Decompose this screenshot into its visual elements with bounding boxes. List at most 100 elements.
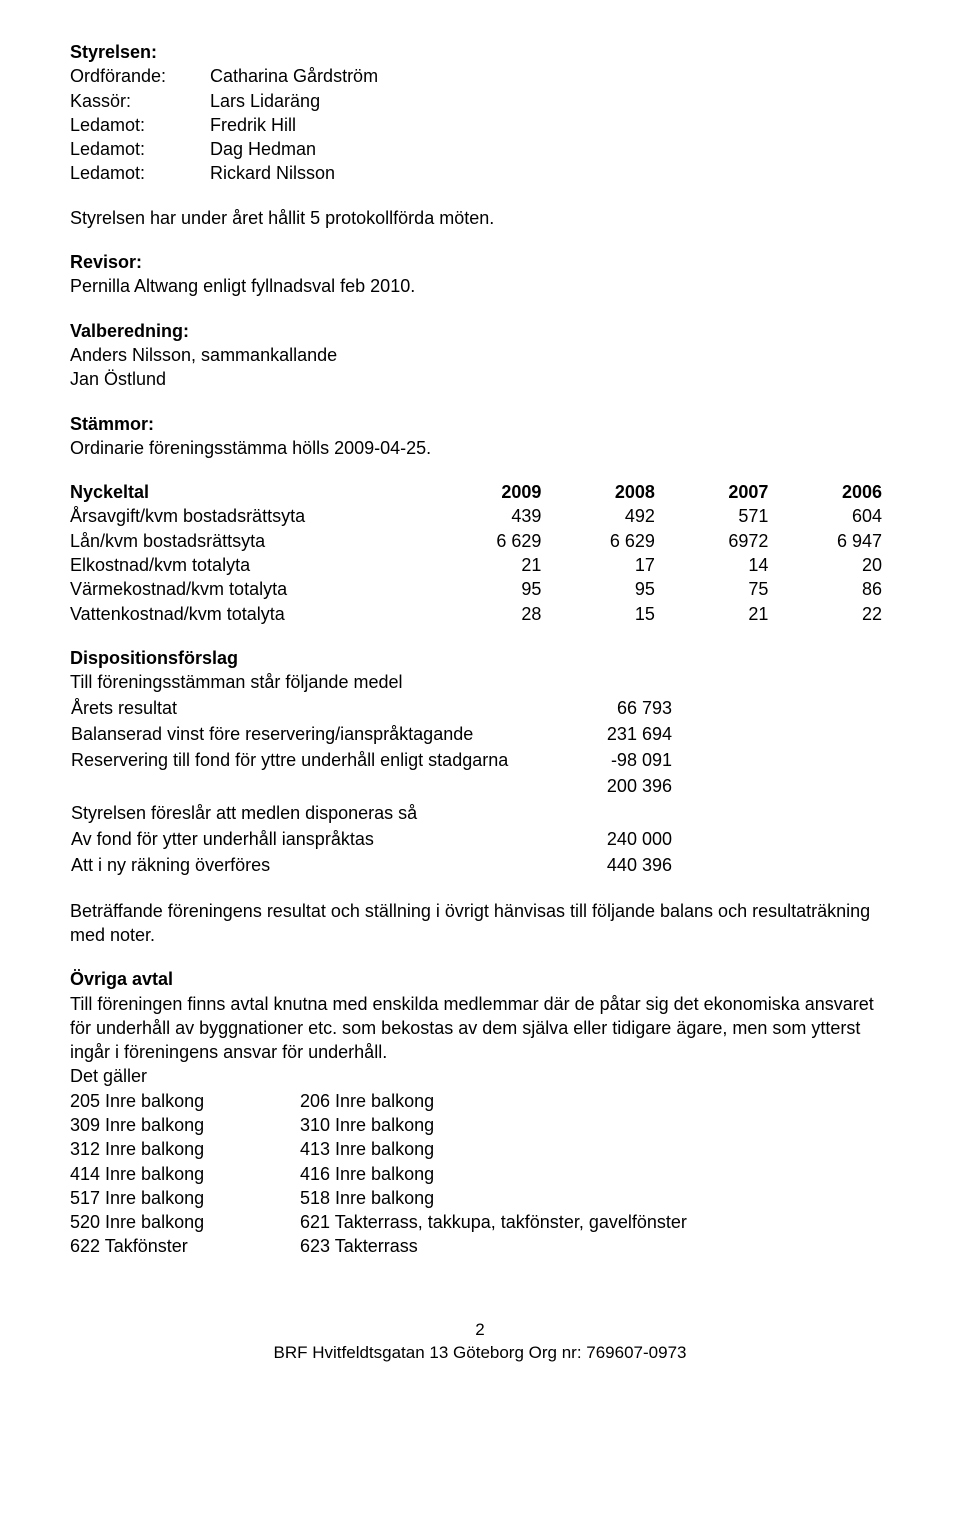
board-role: Ledamot: (70, 113, 210, 137)
disp-val: 440 396 (572, 852, 673, 878)
footer-line: BRF Hvitfeldtsgatan 13 Göteborg Org nr: … (70, 1342, 890, 1365)
board-name: Catharina Gårdström (210, 64, 890, 88)
disp-label: Balanserad vinst före reservering/ianspr… (70, 721, 572, 747)
board-name: Rickard Nilsson (210, 161, 890, 185)
year-col: 2008 (549, 480, 663, 504)
avtal-row: 520 Inre balkong 621 Takterrass, takkupa… (70, 1210, 890, 1234)
disp-row: Reservering till fond för yttre underhål… (70, 747, 673, 773)
nyckeltal-heading: Nyckeltal (70, 480, 436, 504)
valberedning-heading: Valberedning: (70, 319, 890, 343)
nyckeltal-row: Värmekostnad/kvm totalyta 95 95 75 86 (70, 577, 890, 601)
year-col: 2006 (776, 480, 890, 504)
avtal-left: 517 Inre balkong (70, 1186, 300, 1210)
avtal-left: 312 Inre balkong (70, 1137, 300, 1161)
board-name: Dag Hedman (210, 137, 890, 161)
board-role: Kassör: (70, 89, 210, 113)
board-role: Ledamot: (70, 161, 210, 185)
nyckeltal-row: Elkostnad/kvm totalyta 21 17 14 20 (70, 553, 890, 577)
nyckeltal-row: Årsavgift/kvm bostadsrättsyta 439 492 57… (70, 504, 890, 528)
avtal-left: 309 Inre balkong (70, 1113, 300, 1137)
metric-label: Vattenkostnad/kvm totalyta (70, 602, 436, 626)
metric-label: Elkostnad/kvm totalyta (70, 553, 436, 577)
disp-label: Reservering till fond för yttre underhål… (70, 747, 572, 773)
metric-val: 14 (663, 553, 777, 577)
metric-val: 22 (776, 602, 890, 626)
year-col: 2007 (663, 480, 777, 504)
revisor-section: Revisor: Pernilla Altwang enligt fyllnad… (70, 250, 890, 299)
revisor-heading: Revisor: (70, 250, 890, 274)
board-row: Ledamot: Dag Hedman (70, 137, 890, 161)
board-row: Ledamot: Fredrik Hill (70, 113, 890, 137)
avtal-right: 310 Inre balkong (300, 1113, 890, 1137)
nyckeltal-table: Nyckeltal 2009 2008 2007 2006 Årsavgift/… (70, 480, 890, 626)
ovriga-det: Det gäller (70, 1064, 890, 1088)
avtal-row: 312 Inre balkong 413 Inre balkong (70, 1137, 890, 1161)
board-row: Ledamot: Rickard Nilsson (70, 161, 890, 185)
disp-label: Att i ny räkning överföres (70, 852, 572, 878)
avtal-left: 414 Inre balkong (70, 1162, 300, 1186)
avtal-row: 414 Inre balkong 416 Inre balkong (70, 1162, 890, 1186)
metric-val: 95 (436, 577, 550, 601)
metric-val: 6972 (663, 529, 777, 553)
board-row: Kassör: Lars Lidaräng (70, 89, 890, 113)
metric-val: 571 (663, 504, 777, 528)
disp-label: Av fond för ytter underhåll ianspråktas (70, 826, 572, 852)
stammor-section: Stämmor: Ordinarie föreningsstämma hölls… (70, 412, 890, 461)
metric-label: Värmekostnad/kvm totalyta (70, 577, 436, 601)
metric-val: 604 (776, 504, 890, 528)
board-role: Ordförande: (70, 64, 210, 88)
page-number: 2 (70, 1319, 890, 1342)
disp-row: 200 396 (70, 773, 673, 799)
valberedning-section: Valberedning: Anders Nilsson, sammankall… (70, 319, 890, 392)
stammor-text: Ordinarie föreningsstämma hölls 2009-04-… (70, 436, 890, 460)
metric-label: Årsavgift/kvm bostadsrättsyta (70, 504, 436, 528)
avtal-left: 520 Inre balkong (70, 1210, 300, 1234)
metric-val: 20 (776, 553, 890, 577)
avtal-left: 205 Inre balkong (70, 1089, 300, 1113)
disposition-intro: Till föreningsstämman står följande mede… (70, 670, 890, 694)
betraffande-paragraph: Beträffande föreningens resultat och stä… (70, 899, 890, 948)
metric-val: 28 (436, 602, 550, 626)
disp-val: 231 694 (572, 721, 673, 747)
stammor-heading: Stämmor: (70, 412, 890, 436)
disposition-heading: Dispositionsförslag (70, 646, 890, 670)
avtal-right: 623 Takterrass (300, 1234, 890, 1258)
metric-val: 95 (549, 577, 663, 601)
valberedning-line: Anders Nilsson, sammankallande (70, 343, 890, 367)
disposition-table: Årets resultat 66 793 Balanserad vinst f… (70, 695, 673, 879)
valberedning-line: Jan Östlund (70, 367, 890, 391)
avtal-row: 622 Takfönster 623 Takterrass (70, 1234, 890, 1258)
metric-val: 6 629 (436, 529, 550, 553)
metric-val: 17 (549, 553, 663, 577)
styrelsen-heading: Styrelsen: (70, 40, 890, 64)
avtal-row: 205 Inre balkong 206 Inre balkong (70, 1089, 890, 1113)
styrelsen-note: Styrelsen har under året hållit 5 protok… (70, 206, 890, 230)
board-name: Fredrik Hill (210, 113, 890, 137)
page-footer: 2 BRF Hvitfeldtsgatan 13 Göteborg Org nr… (70, 1319, 890, 1365)
metric-val: 15 (549, 602, 663, 626)
disp-val: 200 396 (572, 773, 673, 799)
disp-val: -98 091 (572, 747, 673, 773)
disp-row: Av fond för ytter underhåll ianspråktas … (70, 826, 673, 852)
metric-val: 439 (436, 504, 550, 528)
disp-label: Årets resultat (70, 695, 572, 721)
avtal-right: 416 Inre balkong (300, 1162, 890, 1186)
nyckeltal-row: Vattenkostnad/kvm totalyta 28 15 21 22 (70, 602, 890, 626)
board-role: Ledamot: (70, 137, 210, 161)
avtal-right: 413 Inre balkong (300, 1137, 890, 1161)
year-col: 2009 (436, 480, 550, 504)
disp-row: Balanserad vinst före reservering/ianspr… (70, 721, 673, 747)
disp-row: Årets resultat 66 793 (70, 695, 673, 721)
metric-val: 6 629 (549, 529, 663, 553)
avtal-row: 309 Inre balkong 310 Inre balkong (70, 1113, 890, 1137)
disp-val: 66 793 (572, 695, 673, 721)
board-row: Ordförande: Catharina Gårdström (70, 64, 890, 88)
disp-row: Att i ny räkning överföres 440 396 (70, 852, 673, 878)
nyckeltal-section: Nyckeltal 2009 2008 2007 2006 Årsavgift/… (70, 480, 890, 626)
metric-val: 21 (663, 602, 777, 626)
avtal-right: 621 Takterrass, takkupa, takfönster, gav… (300, 1210, 890, 1234)
disp-label (70, 773, 572, 799)
board-name: Lars Lidaräng (210, 89, 890, 113)
avtal-left: 622 Takfönster (70, 1234, 300, 1258)
styrelsen-section: Styrelsen: Ordförande: Catharina Gårdstr… (70, 40, 890, 186)
